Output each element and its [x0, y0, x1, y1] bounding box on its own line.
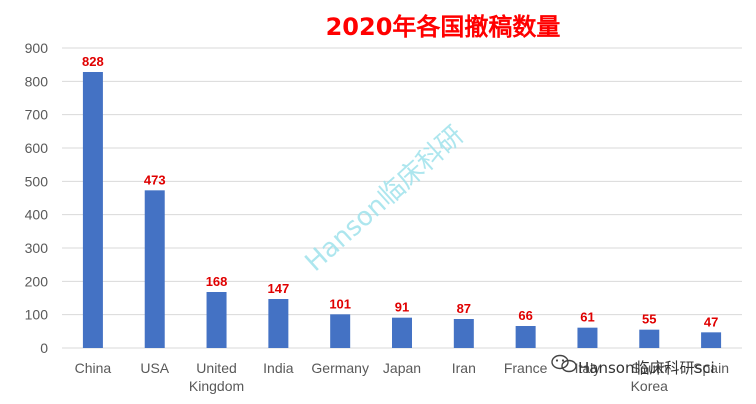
y-tick-label: 100: [25, 307, 49, 323]
y-tick-label: 900: [25, 40, 49, 56]
y-tick-label: 300: [25, 240, 49, 256]
bar: [144, 190, 165, 348]
x-tick-label-line: Iran: [452, 360, 476, 376]
x-tick-label: South Korea: [631, 360, 669, 394]
x-tick-label-line: Kingdom: [189, 378, 244, 394]
bar: [701, 332, 722, 348]
data-label: 147: [268, 281, 290, 296]
data-label: 828: [82, 54, 104, 69]
x-tick-label: France: [504, 360, 548, 376]
data-label: 66: [518, 308, 532, 323]
y-tick-label: 400: [25, 207, 49, 223]
x-tick-label-line: France: [504, 360, 548, 376]
bar: [82, 72, 103, 348]
x-tick-label-line: Germany: [311, 360, 369, 376]
bar: [206, 292, 227, 348]
x-tick-label-line: USA: [140, 360, 169, 376]
x-tick-label: USA: [140, 360, 169, 376]
bar: [392, 317, 412, 348]
x-tick-label-line: South: [631, 360, 668, 376]
x-tick-label: United Kingdom: [189, 360, 244, 394]
x-tick-label: India: [263, 360, 294, 376]
x-tick-label-line: India: [263, 360, 294, 376]
grid-lines: [62, 47, 742, 349]
x-tick-label-line: China: [75, 360, 112, 376]
x-tick-label: Japan: [383, 360, 421, 376]
bars: [82, 72, 722, 348]
wechat-badge: Hanson临床科研sci: [551, 354, 715, 377]
y-axis: 0 100 200 300 400 500 600 700 800 900: [25, 40, 49, 356]
bar: [515, 326, 536, 348]
chart-title: 2020年各国撤稿数量: [326, 13, 561, 41]
y-tick-label: 0: [40, 340, 48, 356]
y-tick-label: 500: [25, 173, 49, 189]
data-labels: 828 473 168 147 101 91 87 66 61 55 47: [82, 54, 718, 329]
data-label: 87: [457, 301, 471, 316]
x-tick-label-line: Spain: [693, 360, 729, 376]
x-tick-label: Germany: [311, 360, 369, 376]
bar: [453, 319, 474, 348]
data-label: 168: [206, 274, 228, 289]
x-tick-label: Iran: [452, 360, 476, 376]
y-tick-label: 200: [25, 273, 49, 289]
x-tick-label-line: Japan: [383, 360, 421, 376]
y-tick-label: 800: [25, 73, 49, 89]
watermark: Hanson临床科研: [300, 120, 470, 277]
x-axis: China USA United Kingdom India Germany Japan Ir…: [75, 360, 729, 394]
x-tick-label: China: [75, 360, 112, 376]
data-label: 101: [329, 296, 351, 311]
wechat-label: Hanson临床科研sci: [578, 359, 715, 377]
data-label: 47: [704, 314, 718, 329]
data-label: 55: [642, 312, 656, 327]
wechat-icon: [551, 354, 577, 373]
bar: [639, 329, 660, 348]
y-tick-label: 700: [25, 107, 49, 123]
y-tick-label: 600: [25, 140, 49, 156]
data-label: 61: [580, 310, 594, 325]
data-label: 473: [144, 172, 166, 187]
x-tick-label-line: Korea: [631, 378, 669, 394]
x-tick-label-line: Italy: [575, 360, 601, 376]
data-label: 91: [395, 300, 409, 315]
bar: [330, 314, 351, 348]
x-tick-label-line: United: [196, 360, 236, 376]
bar: [268, 299, 289, 348]
x-tick-label: Spain: [693, 360, 729, 376]
bar: [577, 327, 598, 348]
x-tick-label: Italy: [575, 360, 601, 376]
